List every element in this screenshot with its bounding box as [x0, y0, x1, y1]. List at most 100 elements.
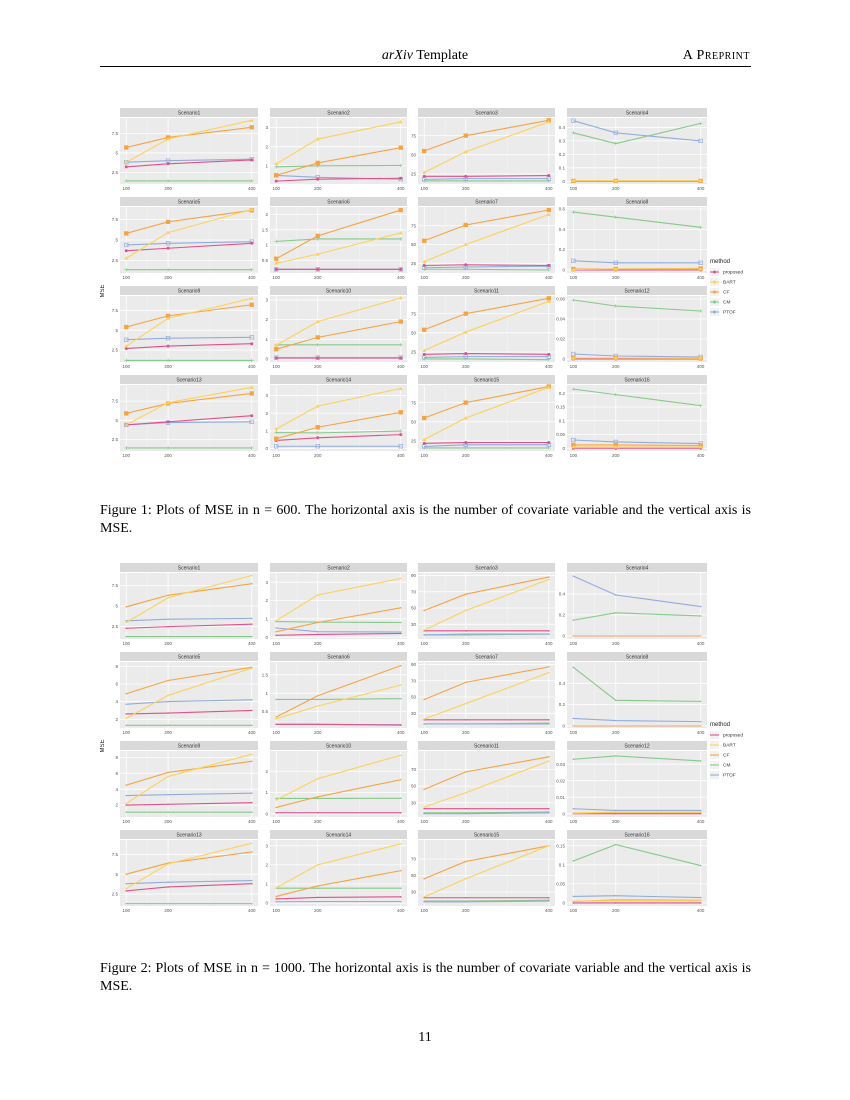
- data-point-bart: [399, 684, 402, 686]
- y-tick-label: 50: [411, 873, 417, 878]
- y-tick-label: 0: [265, 446, 268, 451]
- x-tick-label: 400: [248, 819, 256, 824]
- x-tick-label: 200: [314, 275, 322, 280]
- panel-background: [567, 751, 707, 817]
- data-point-proposed: [316, 267, 320, 271]
- y-tick-label: 6: [115, 682, 118, 687]
- x-tick-label: 400: [545, 364, 553, 369]
- data-point-proposed: [547, 896, 550, 899]
- data-point-cf: [547, 666, 550, 668]
- panel-scenario5: Scenario5 100 200 400 2.5 5 7.5: [112, 197, 258, 280]
- data-point-bart: [698, 178, 703, 183]
- data-point-cm: [274, 164, 279, 169]
- data-point-ptof: [125, 882, 128, 885]
- y-tick-label: 0.03: [556, 762, 565, 767]
- data-point-cm: [571, 298, 576, 302]
- panel-scenario15: Scenario15 100 200 400 30 50 70: [411, 830, 555, 913]
- data-point-proposed: [464, 263, 468, 267]
- x-tick-label: 200: [462, 275, 470, 280]
- data-point-cf: [398, 410, 403, 415]
- x-tick-label: 100: [272, 186, 280, 191]
- x-tick-label: 200: [462, 730, 470, 735]
- panel-title: Scenario14: [326, 378, 352, 384]
- panel-strip: [418, 652, 555, 661]
- data-point-cf: [315, 233, 320, 239]
- panel-title: Scenario10: [326, 289, 352, 295]
- y-tick-label: 0.06: [556, 297, 565, 302]
- panel-background: [418, 573, 555, 639]
- data-point-proposed: [422, 441, 426, 445]
- data-point-cm: [399, 797, 402, 800]
- panel-scenario3: Scenario3 100 200 400 30 50 70 90: [411, 563, 555, 646]
- data-point-proposed: [316, 633, 319, 636]
- data-point-cf: [399, 607, 402, 609]
- data-point-ptof: [423, 634, 426, 636]
- data-point-cm: [250, 635, 253, 638]
- data-point-bart: [571, 267, 576, 271]
- data-point-bart: [398, 119, 403, 124]
- figure-1-caption: Figure 1: Plots of MSE in n = 600. The h…: [100, 503, 751, 536]
- panel-strip: [120, 652, 258, 661]
- data-point-proposed: [399, 267, 403, 271]
- data-point-cm: [613, 141, 618, 146]
- panel-title: Scenario1: [178, 566, 201, 572]
- data-point-bart: [699, 899, 702, 902]
- x-tick-label: 200: [314, 908, 322, 913]
- data-point-cf: [249, 125, 254, 130]
- data-point-cf: [422, 238, 427, 243]
- data-point-bart: [614, 724, 617, 727]
- data-point-bart: [249, 385, 254, 389]
- data-point-proposed: [422, 264, 426, 267]
- x-tick-label: 200: [164, 908, 172, 913]
- y-tick-label: 2.5: [112, 258, 119, 263]
- data-point-bart: [249, 207, 254, 211]
- y-tick-label: 2: [265, 598, 268, 603]
- x-tick-label: 200: [462, 364, 470, 369]
- legend-title: method: [710, 259, 730, 265]
- data-point-proposed: [399, 356, 403, 360]
- panel-title: Scenario8: [626, 655, 649, 661]
- x-tick-label: 200: [164, 730, 172, 735]
- y-tick-label: 75: [411, 223, 417, 228]
- y-tick-label: 50: [411, 606, 417, 611]
- data-point-ptof: [316, 900, 319, 903]
- x-tick-label: 100: [272, 641, 280, 646]
- data-point-bart: [167, 863, 169, 865]
- y-tick-label: 8: [115, 664, 118, 669]
- data-point-cm: [124, 267, 129, 272]
- x-tick-label: 100: [123, 453, 131, 458]
- y-tick-label: 50: [411, 330, 417, 335]
- panel-scenario16: Scenario16 100 200 400 0 0.05 0.1 0.15: [556, 830, 707, 913]
- x-tick-label: 400: [545, 730, 553, 735]
- panel-scenario13: Scenario13 100 200 400 2.5 5 7.5: [112, 375, 258, 458]
- data-point-ptof: [167, 700, 169, 703]
- y-tick-label: 0.3: [559, 138, 566, 143]
- data-point-bart: [167, 775, 169, 778]
- panel-background: [418, 751, 555, 817]
- data-point-ptof: [464, 812, 467, 815]
- y-tick-label: 50: [411, 695, 417, 700]
- y-tick-label: 2: [115, 803, 118, 808]
- panel-scenario11: Scenario11 100 200 400 30 50 70: [411, 741, 555, 824]
- legend-marker-bart: [713, 280, 716, 284]
- panel-scenario9: Scenario9 100 200 400 2.5 5 7.5: [112, 286, 258, 369]
- x-tick-label: 400: [248, 908, 256, 913]
- data-point-ptof: [423, 812, 426, 815]
- series-line-ptof: [424, 265, 549, 269]
- y-tick-label: 0: [562, 811, 565, 816]
- data-point-cf: [250, 760, 253, 763]
- panel-title: Scenario4: [626, 111, 649, 117]
- x-tick-label: 400: [697, 641, 705, 646]
- data-point-cf: [398, 145, 403, 150]
- legend-label-cm: CM: [723, 300, 730, 306]
- legend-label-proposed: proposed: [723, 270, 743, 276]
- data-point-proposed: [464, 896, 467, 899]
- x-tick-label: 200: [462, 186, 470, 191]
- y-tick-label: 0.05: [556, 881, 565, 886]
- data-point-cf: [274, 436, 279, 441]
- x-tick-label: 100: [420, 364, 428, 369]
- series-line-ptof: [573, 260, 701, 264]
- panel-title: Scenario9: [178, 744, 201, 750]
- x-tick-label: 200: [612, 730, 620, 735]
